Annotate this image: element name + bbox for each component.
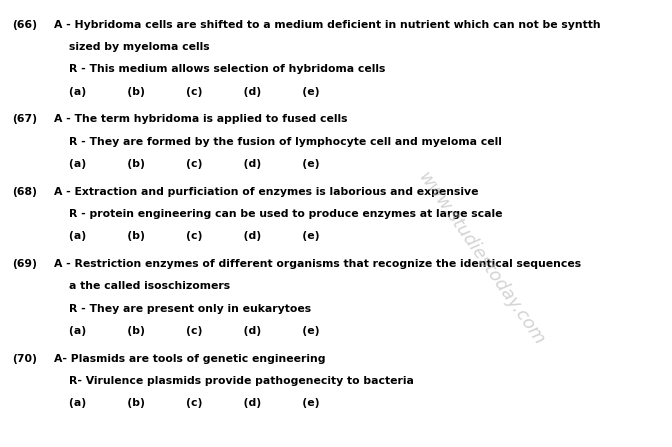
Text: A - The term hybridoma is applied to fused cells: A - The term hybridoma is applied to fus…: [54, 114, 347, 124]
Text: A - Extraction and purficiation of enzymes is laborious and expensive: A - Extraction and purficiation of enzym…: [54, 187, 478, 197]
Text: www.studiestoday.com: www.studiestoday.com: [414, 169, 548, 349]
Text: (a)           (b)           (c)           (d)           (e): (a) (b) (c) (d) (e): [69, 326, 320, 336]
Text: R- Virulence plasmids provide pathogenecity to bacteria: R- Virulence plasmids provide pathogenec…: [69, 376, 414, 386]
Text: (a)           (b)           (c)           (d)           (e): (a) (b) (c) (d) (e): [69, 398, 320, 408]
Text: (a)           (b)           (c)           (d)           (e): (a) (b) (c) (d) (e): [69, 159, 320, 169]
Text: sized by myeloma cells: sized by myeloma cells: [69, 42, 210, 52]
Text: R - They are formed by the fusion of lymphocyte cell and myeloma cell: R - They are formed by the fusion of lym…: [69, 137, 502, 147]
Text: R - They are present only in eukarytoes: R - They are present only in eukarytoes: [69, 304, 311, 314]
Text: A - Hybridoma cells are shifted to a medium deficient in nutrient which can not : A - Hybridoma cells are shifted to a med…: [54, 20, 601, 30]
Text: (66): (66): [12, 20, 37, 30]
Text: (a)           (b)           (c)           (d)           (e): (a) (b) (c) (d) (e): [69, 232, 320, 241]
Text: (67): (67): [12, 114, 37, 124]
Text: A - Restriction enzymes of different organisms that recognize the identical sequ: A - Restriction enzymes of different org…: [54, 259, 581, 269]
Text: (69): (69): [12, 259, 37, 269]
Text: (68): (68): [12, 187, 37, 197]
Text: R - protein engineering can be used to produce enzymes at large scale: R - protein engineering can be used to p…: [69, 209, 503, 219]
Text: (a)           (b)           (c)           (d)           (e): (a) (b) (c) (d) (e): [69, 87, 320, 97]
Text: A- Plasmids are tools of genetic engineering: A- Plasmids are tools of genetic enginee…: [54, 354, 326, 363]
Text: (70): (70): [12, 354, 37, 363]
Text: R - This medium allows selection of hybridoma cells: R - This medium allows selection of hybr…: [69, 64, 386, 75]
Text: a the called isoschizomers: a the called isoschizomers: [69, 281, 230, 291]
